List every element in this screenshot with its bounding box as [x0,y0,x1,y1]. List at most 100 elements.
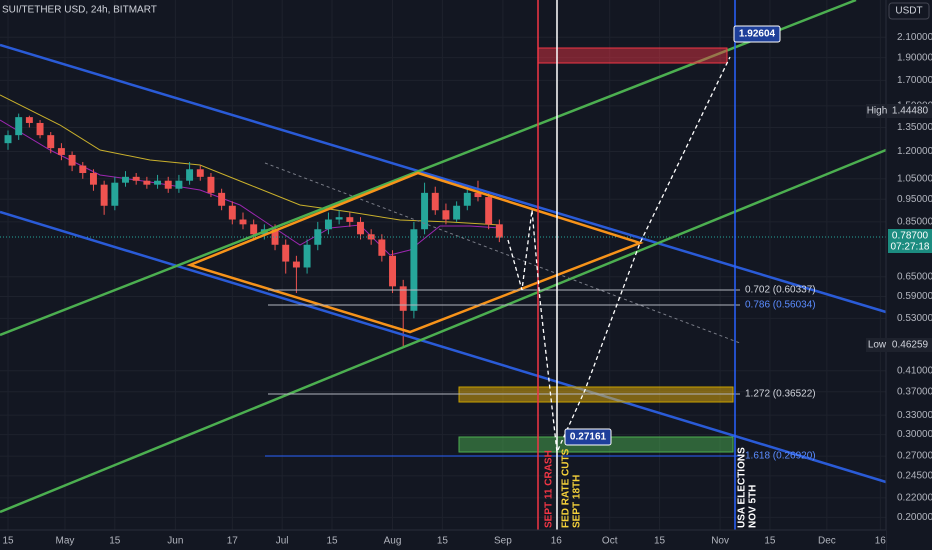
candle-body [367,234,375,240]
candle-body [79,165,87,174]
candle-body [378,239,386,256]
event-label: FED RATE CUTS [561,448,572,528]
target-box [733,25,781,43]
candle-body [36,122,44,136]
candle-body [495,224,503,238]
event-label: SEPT 11 CRASH [544,450,555,528]
candle-body [389,255,397,287]
candle-body [25,117,33,123]
low-value-box [888,338,932,352]
y-tick-label: 2.10000 [897,32,932,43]
low-value: 0.46259 [892,340,929,351]
x-tick-label: 15 [654,536,666,547]
candle-body [218,192,226,206]
price-axis [886,0,932,550]
candle-body [122,176,129,183]
countdown: 07:27:18 [891,242,930,253]
candle-body [421,192,429,230]
x-tick-label: Jul [276,536,289,547]
high-tag-box [866,104,888,118]
target-zone [537,47,728,64]
y-tick-label: 0.59000 [897,291,932,302]
candle-body [314,229,322,245]
chart-title: SUI/TETHER USD, 24h, BITMART [2,5,157,16]
candle-body [15,117,23,136]
x-tick-label: 16 [875,536,887,547]
low-tag: Low [868,340,887,351]
candle-body [357,221,364,235]
bottom-box [564,428,612,446]
y-tick-label: 0.41000 [897,365,932,376]
y-tick-label: 1.70000 [897,75,932,86]
x-tick-label: 15 [109,536,121,547]
candle-body [453,205,461,220]
event-label: NOV 5TH [748,485,759,528]
drawings: 0.702 (0.60337) 0.786 (0.56034) 1.272 (0… [0,0,887,530]
x-tick-label: Sep [494,536,512,547]
candle-body [474,192,482,198]
x-tick-label: 17 [227,536,239,547]
x-tick-label: 15 [326,536,338,547]
dashed-trend [264,162,741,344]
y-tick-label: 1.20000 [897,146,932,157]
fib-label: 1.272 (0.36522) [745,389,816,400]
candle-body [89,173,97,185]
fib-label: 0.702 (0.60337) [745,285,816,296]
x-tick-label: 15 [2,536,14,547]
candle-body [186,169,194,181]
last-price-box [888,229,932,253]
candle-body [228,205,236,220]
y-tick-label: 0.65000 [897,271,932,282]
candle-body [154,180,162,185]
ma-purple [0,119,501,256]
x-tick-label: Oct [602,536,618,547]
y-tick-label: 0.37000 [897,386,932,397]
fib-label: 0.786 (0.56034) [745,300,816,311]
time-axis [0,530,886,550]
candle-body [324,219,332,230]
candle-body [463,192,471,206]
y-tick-label: 1.35000 [897,122,932,133]
x-tick-label: Dec [818,536,836,547]
unit-box[interactable] [888,2,930,20]
x-tick-label: 15 [437,536,449,547]
y-tick-label: 0.30000 [897,429,932,440]
candle-body [164,180,172,189]
y-tick-label: 0.24500 [897,471,932,482]
candles [4,113,503,347]
candle-body [143,180,151,185]
candle-body [292,261,300,268]
candle-body [410,229,418,311]
x-tick-label: Aug [384,536,402,547]
projection-path [507,56,731,455]
y-tick-label: 0.53000 [897,313,932,324]
x-tick-label: May [56,536,75,547]
x-tick-label: Jun [167,536,183,547]
y-tick-label: 0.95000 [897,194,932,205]
candle-body [175,180,183,189]
y-tick-label: 0.22000 [897,493,932,504]
candle-body [346,217,354,222]
candle-body [271,229,279,245]
bottom-label: 0.27161 [570,432,607,443]
candle-body [132,176,140,181]
channel-lower [0,210,887,484]
channel-upper [0,43,887,314]
candle-body [282,244,290,262]
candle-body [111,182,119,206]
y-tick-label: 0.85000 [897,217,932,228]
candle-body [196,169,204,177]
event-label: SEPT 18TH [572,475,583,528]
candle-body [100,184,108,206]
low-tag-box [866,338,888,352]
fib-label: 1.618 (0.26920) [745,451,816,462]
green-line-lower [0,148,887,514]
unit-label[interactable]: USDT [895,6,922,17]
high-value: 1.44480 [892,106,929,117]
y-tick-label: 0.27000 [897,451,932,462]
candle-body [335,217,343,220]
candle-body [57,148,65,155]
y-tick-label: 1.90000 [897,52,932,63]
high-value-box [888,104,932,118]
